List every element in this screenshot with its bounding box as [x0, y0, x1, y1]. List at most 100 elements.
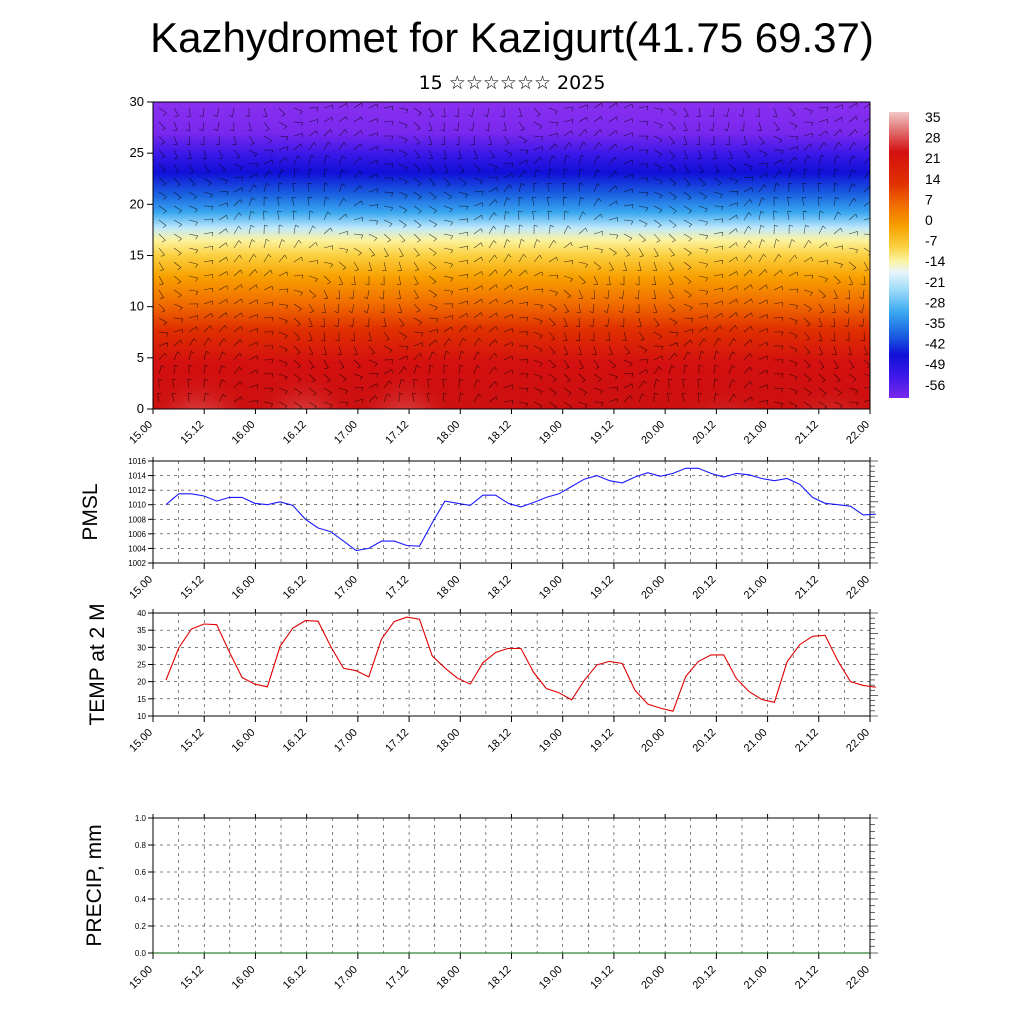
wind-barb — [488, 199, 496, 207]
wind-barb — [668, 261, 674, 270]
wind-barb-flag — [271, 373, 274, 378]
wind-barb — [833, 373, 841, 381]
wind-barb — [683, 191, 692, 198]
wind-barb — [788, 271, 798, 277]
wind-barb-flag — [468, 114, 473, 118]
wind-barb-flag — [819, 311, 824, 313]
wind-barb-flag — [818, 196, 823, 199]
wind-barb-flag — [824, 278, 828, 283]
wind-barb-flag — [651, 298, 656, 300]
wind-barb — [442, 379, 445, 389]
wind-barb-flag — [698, 364, 703, 367]
wind-barb-flag — [226, 215, 228, 220]
wind-barb — [383, 205, 393, 209]
wind-barb — [308, 130, 317, 137]
wind-barb — [608, 275, 611, 285]
wind-barb — [248, 211, 252, 221]
wind-barb-flag — [494, 199, 498, 204]
wind-barb — [668, 365, 672, 375]
wind-barb — [668, 121, 676, 129]
wind-barb — [278, 271, 288, 277]
wind-barb — [608, 102, 617, 109]
wind-barb-flag — [523, 170, 527, 175]
wind-barb-flag — [844, 311, 849, 314]
wind-barb-flag — [855, 116, 858, 121]
wind-barb — [323, 345, 327, 355]
wind-barb-flag — [254, 184, 257, 189]
wind-barb-flag — [166, 332, 169, 337]
wind-barb-flag — [406, 355, 408, 360]
wind-barb-flag — [831, 311, 836, 314]
wind-barb-flag — [794, 320, 798, 325]
wind-barb — [203, 231, 213, 235]
wind-barb — [218, 325, 226, 333]
wind-barb — [413, 303, 421, 311]
wind-barb — [712, 107, 715, 117]
wind-barb-flag — [345, 390, 348, 395]
colorbar-label: -49 — [925, 356, 945, 372]
wind-barb — [863, 331, 865, 341]
wind-barb — [488, 339, 496, 347]
wind-barb-flag — [480, 228, 483, 233]
wind-barb — [323, 104, 333, 109]
wind-barb — [458, 393, 461, 403]
wind-barb — [173, 364, 175, 375]
wind-barb — [728, 351, 733, 361]
wind-barb-flag — [705, 263, 708, 268]
wind-barb — [443, 149, 447, 159]
wind-barb-flag — [519, 224, 524, 227]
wind-barb-flag — [405, 109, 409, 114]
wind-barb-flag — [225, 228, 228, 233]
wind-barb-flag — [396, 298, 401, 300]
wind-barb — [593, 387, 603, 391]
wind-barb-flag — [539, 391, 543, 395]
wind-barb-flag — [286, 136, 289, 141]
wind-barb-flag — [365, 283, 370, 286]
wind-barb — [248, 299, 258, 305]
wind-barb — [623, 118, 633, 123]
wind-barb-flag — [292, 210, 297, 213]
wind-barb — [638, 369, 647, 375]
wind-barb-flag — [823, 142, 827, 146]
wind-barb-flag — [205, 171, 210, 173]
wind-barb — [833, 317, 835, 328]
y-tick-label: 20 — [130, 196, 144, 211]
wind-barb-flag — [363, 310, 368, 314]
wind-barb-flag — [226, 285, 228, 290]
wind-barb-flag — [651, 284, 656, 286]
wind-barb-flag — [600, 390, 603, 395]
wind-barb-flag — [240, 284, 243, 289]
wind-barb-flag — [781, 317, 784, 322]
wind-barb — [353, 398, 363, 403]
wind-barb-flag — [380, 283, 385, 286]
wind-barb — [638, 289, 640, 299]
wind-barb-flag — [802, 182, 807, 185]
wind-barb — [503, 173, 512, 179]
wind-barb — [218, 163, 226, 171]
wind-barb-flag — [628, 238, 633, 242]
wind-barb — [353, 275, 356, 285]
wind-barb-flag — [684, 115, 689, 117]
wind-barb-flag — [253, 153, 258, 158]
wind-barb-flag — [460, 171, 465, 173]
wind-barb — [158, 275, 164, 285]
wind-barb-flag — [579, 367, 584, 369]
wind-barb-flag — [359, 376, 363, 381]
wind-barb-flag — [802, 210, 807, 213]
wind-barb — [818, 303, 824, 312]
wind-barb — [546, 197, 550, 207]
wind-barb — [353, 116, 362, 123]
wind-barb — [368, 261, 372, 271]
wind-barb — [773, 317, 783, 319]
wind-barb-flag — [286, 271, 288, 276]
wind-barb-flag — [354, 269, 359, 271]
wind-barb-flag — [210, 325, 213, 330]
x-tick-label: 16.00 — [230, 574, 258, 602]
chart-subtitle: 15 ☆☆☆☆☆☆ 2025 — [418, 72, 606, 94]
wind-barb-flag — [856, 402, 859, 407]
wind-barb-flag — [761, 197, 766, 201]
wind-barb-flag — [389, 223, 393, 227]
wind-barb-flag — [379, 297, 384, 300]
x-tick-label: 17.12 — [383, 964, 411, 992]
